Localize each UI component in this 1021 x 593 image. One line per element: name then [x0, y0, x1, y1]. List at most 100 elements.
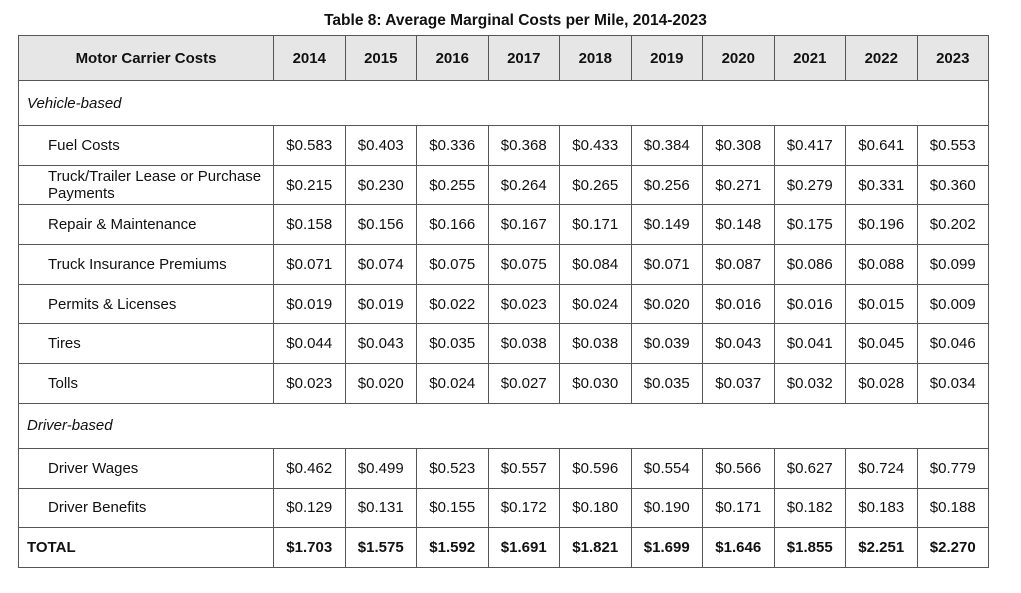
total-value: $1.691	[487, 527, 560, 568]
cost-value: $0.037	[702, 363, 775, 404]
cost-value: $0.188	[916, 487, 989, 529]
row-label: Permits & Licenses	[18, 283, 274, 325]
cost-value: $0.196	[845, 204, 918, 246]
cost-value: $0.131	[344, 487, 417, 529]
cost-value: $0.041	[773, 323, 846, 365]
cost-value: $0.027	[487, 363, 560, 404]
cost-value: $0.279	[773, 164, 846, 206]
cost-value: $0.271	[702, 164, 775, 206]
cost-value: $0.596	[559, 447, 632, 489]
row-label: Truck/Trailer Lease or Purchase Payments	[18, 164, 274, 206]
cost-value: $0.215	[273, 164, 346, 206]
cost-value: $0.088	[845, 244, 918, 285]
cost-value: $0.566	[702, 447, 775, 489]
cost-value: $0.074	[344, 244, 417, 285]
cost-value: $0.627	[773, 447, 846, 489]
table-row: Permits & Licenses $0.019 $0.019 $0.022 $0.0…	[18, 283, 989, 325]
row-label: Driver Wages	[18, 447, 274, 489]
cost-value: $0.129	[273, 487, 346, 529]
section-row: Vehicle-based	[18, 80, 989, 126]
cost-value: $0.230	[344, 164, 417, 206]
header-label: Motor Carrier Costs	[18, 35, 274, 81]
cost-value: $0.030	[559, 363, 632, 404]
cost-value: $0.086	[773, 244, 846, 285]
total-value: $1.575	[344, 527, 417, 568]
cost-value: $0.149	[630, 204, 703, 246]
header-year: 2019	[630, 35, 703, 81]
header-year: 2023	[916, 35, 989, 81]
cost-value: $0.384	[630, 125, 703, 166]
cost-value: $0.553	[916, 125, 989, 166]
total-value: $2.270	[916, 527, 989, 568]
cost-value: $0.202	[916, 204, 989, 246]
cost-value: $0.087	[702, 244, 775, 285]
cost-value: $0.024	[559, 283, 632, 325]
cost-value: $0.043	[702, 323, 775, 365]
header-year: 2015	[344, 35, 417, 81]
cost-value: $0.046	[916, 323, 989, 365]
cost-value: $0.360	[916, 164, 989, 206]
cost-value: $0.023	[487, 283, 560, 325]
header-year: 2020	[702, 35, 775, 81]
cost-value: $0.557	[487, 447, 560, 489]
table-row: Fuel Costs $0.583 $0.403 $0.336 $0.368 $0.433…	[18, 125, 989, 166]
cost-value: $0.016	[702, 283, 775, 325]
cost-value: $0.171	[559, 204, 632, 246]
cost-value: $0.016	[773, 283, 846, 325]
table-row: Truck/Trailer Lease or Purchase Payments…	[18, 164, 989, 206]
cost-value: $0.038	[487, 323, 560, 365]
total-value: $1.592	[416, 527, 489, 568]
cost-value: $0.028	[845, 363, 918, 404]
total-value: $1.821	[559, 527, 632, 568]
cost-value: $0.433	[559, 125, 632, 166]
cost-value: $0.032	[773, 363, 846, 404]
cost-value: $0.022	[416, 283, 489, 325]
cost-value: $0.523	[416, 447, 489, 489]
cost-value: $0.180	[559, 487, 632, 529]
table-row: Tires $0.044 $0.043 $0.035 $0.038 $0.038 $0.03…	[18, 323, 989, 365]
total-value: $1.646	[702, 527, 775, 568]
cost-value: $0.255	[416, 164, 489, 206]
cost-value: $0.019	[273, 283, 346, 325]
cost-value: $0.035	[416, 323, 489, 365]
total-label: TOTAL	[18, 527, 274, 568]
cost-value: $0.265	[559, 164, 632, 206]
cost-value: $0.044	[273, 323, 346, 365]
table-row: Driver Wages $0.462 $0.499 $0.523 $0.557 $0.5…	[18, 447, 989, 489]
cost-value: $0.336	[416, 125, 489, 166]
header-year: 2017	[487, 35, 560, 81]
cost-value: $0.075	[487, 244, 560, 285]
cost-value: $0.020	[344, 363, 417, 404]
cost-value: $0.009	[916, 283, 989, 325]
cost-value: $0.308	[702, 125, 775, 166]
header-year: 2018	[559, 35, 632, 81]
cost-value: $0.015	[845, 283, 918, 325]
cost-value: $0.331	[845, 164, 918, 206]
cost-value: $0.554	[630, 447, 703, 489]
cost-value: $0.264	[487, 164, 560, 206]
row-label: Repair & Maintenance	[18, 204, 274, 246]
cost-value: $0.020	[630, 283, 703, 325]
header-year: 2014	[273, 35, 346, 81]
cost-value: $0.183	[845, 487, 918, 529]
cost-value: $0.084	[559, 244, 632, 285]
cost-value: $0.182	[773, 487, 846, 529]
header-year: 2022	[845, 35, 918, 81]
cost-table: Motor Carrier Costs 2014 2015 2016 2017 …	[18, 35, 989, 568]
cost-value: $0.023	[273, 363, 346, 404]
cost-value: $0.256	[630, 164, 703, 206]
cost-value: $0.166	[416, 204, 489, 246]
cost-value: $0.035	[630, 363, 703, 404]
cost-value: $0.158	[273, 204, 346, 246]
cost-value: $0.038	[559, 323, 632, 365]
row-label: Truck Insurance Premiums	[18, 244, 274, 285]
table-title: Table 8: Average Marginal Costs per Mile…	[324, 12, 707, 29]
table-row: Driver Benefits $0.129 $0.131 $0.155 $0.172 $…	[18, 487, 989, 529]
cost-value: $0.368	[487, 125, 560, 166]
cost-value: $0.417	[773, 125, 846, 166]
cost-value: $0.499	[344, 447, 417, 489]
cost-value: $0.075	[416, 244, 489, 285]
cost-value: $0.724	[845, 447, 918, 489]
total-value: $1.855	[773, 527, 846, 568]
cost-value: $0.043	[344, 323, 417, 365]
